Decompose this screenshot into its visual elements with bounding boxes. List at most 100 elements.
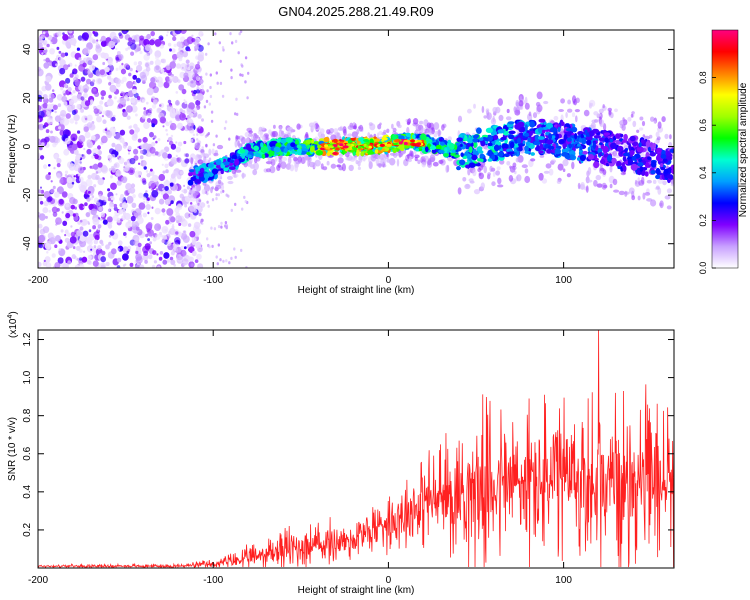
noise-speck [127, 46, 131, 50]
noise-speck [92, 217, 100, 226]
noise-speck [90, 248, 93, 251]
ridge-speck [200, 167, 205, 173]
noise-speck [205, 99, 209, 103]
ridge-speck [584, 129, 588, 135]
noise-speck [92, 79, 96, 83]
noise-speck [50, 41, 53, 44]
noise-speck [58, 50, 62, 54]
noise-speck [174, 237, 181, 245]
noise-speck [166, 208, 174, 216]
noise-speck [52, 104, 58, 111]
noise-speck [55, 217, 62, 225]
ridge-speck [534, 134, 540, 142]
noise-speck [181, 189, 184, 193]
ridge-speck [381, 137, 388, 141]
noise-speck [153, 260, 157, 264]
ridge-speck [656, 147, 662, 154]
halo-speck [524, 96, 528, 105]
noise-speck [86, 197, 91, 202]
noise-speck [153, 65, 161, 73]
noise-speck [156, 107, 162, 113]
noise-speck [122, 253, 129, 261]
ridge-peak-speck [335, 147, 340, 151]
noise-speck [183, 99, 186, 102]
noise-speck [79, 219, 83, 223]
noise-speck [121, 62, 124, 66]
noise-speck [219, 81, 223, 85]
noise-speck [123, 166, 126, 169]
halo-speck [217, 179, 222, 185]
ridge-speck [564, 154, 571, 159]
ridge-speck [261, 153, 266, 159]
ridge-speck [253, 145, 259, 152]
noise-speck [102, 110, 107, 115]
noise-speck [154, 50, 162, 58]
ridge-speck [509, 141, 515, 149]
noise-speck [79, 203, 84, 209]
halo-speck [562, 168, 566, 172]
noise-speck [179, 113, 187, 121]
noise-speck [72, 137, 76, 141]
noise-speck [244, 199, 247, 204]
spectrogram-x-ticks: -200 -100 0 100 [28, 30, 572, 286]
noise-speck [190, 263, 194, 267]
noise-speck [230, 256, 233, 260]
halo-speck [636, 129, 640, 133]
halo-speck [258, 126, 263, 132]
ridge-speck [508, 130, 516, 135]
halo-speck [196, 153, 199, 160]
noise-speck [135, 77, 141, 84]
noise-speck [175, 154, 178, 158]
halo-speck [670, 183, 674, 187]
ridge-speck [629, 135, 636, 142]
noise-speck [234, 202, 237, 206]
halo-speck [270, 158, 276, 166]
noise-speck [149, 146, 156, 154]
ridge-speck [498, 151, 504, 157]
halo-speck [314, 159, 321, 167]
halo-speck [376, 163, 383, 167]
noise-speck [166, 133, 169, 136]
noise-speck [206, 89, 209, 93]
ridge-speck [610, 142, 617, 149]
noise-speck [150, 77, 156, 83]
noise-speck [38, 66, 42, 72]
noise-speck [145, 233, 149, 238]
noise-speck [59, 178, 64, 184]
halo-speck [294, 164, 299, 172]
noise-speck [63, 83, 68, 88]
snr-y-tick-label: 0.4 [22, 484, 33, 498]
noise-speck [91, 65, 95, 69]
noise-speck [108, 60, 113, 66]
noise-speck [105, 244, 110, 250]
halo-speck [664, 133, 669, 140]
halo-speck [330, 163, 337, 169]
halo-speck [486, 112, 492, 120]
noise-speck [38, 110, 45, 119]
halo-speck [269, 165, 276, 174]
noise-speck [45, 215, 48, 219]
noise-speck [43, 62, 50, 69]
halo-speck [595, 174, 602, 181]
noise-speck [155, 140, 158, 144]
noise-speck [142, 142, 149, 150]
noise-speck [46, 117, 54, 125]
noise-speck [134, 170, 142, 178]
svg-text:(x104): (x104) [7, 311, 19, 338]
ridge-speck [425, 138, 433, 144]
noise-speck [215, 71, 218, 75]
noise-speck [65, 41, 71, 48]
ridge-speck [538, 150, 544, 154]
spectrogram-x-tick-label: -100 [203, 275, 223, 286]
noise-speck [188, 118, 193, 123]
noise-speck [152, 104, 157, 109]
noise-speck [108, 82, 112, 86]
halo-speck [589, 102, 594, 107]
noise-speck [223, 126, 227, 130]
noise-speck [61, 95, 68, 103]
spectrogram-y-tick-label: -40 [22, 236, 33, 251]
noise-speck [197, 202, 200, 206]
ridge-speck [669, 148, 674, 153]
noise-speck [221, 94, 225, 98]
noise-speck [234, 39, 238, 44]
